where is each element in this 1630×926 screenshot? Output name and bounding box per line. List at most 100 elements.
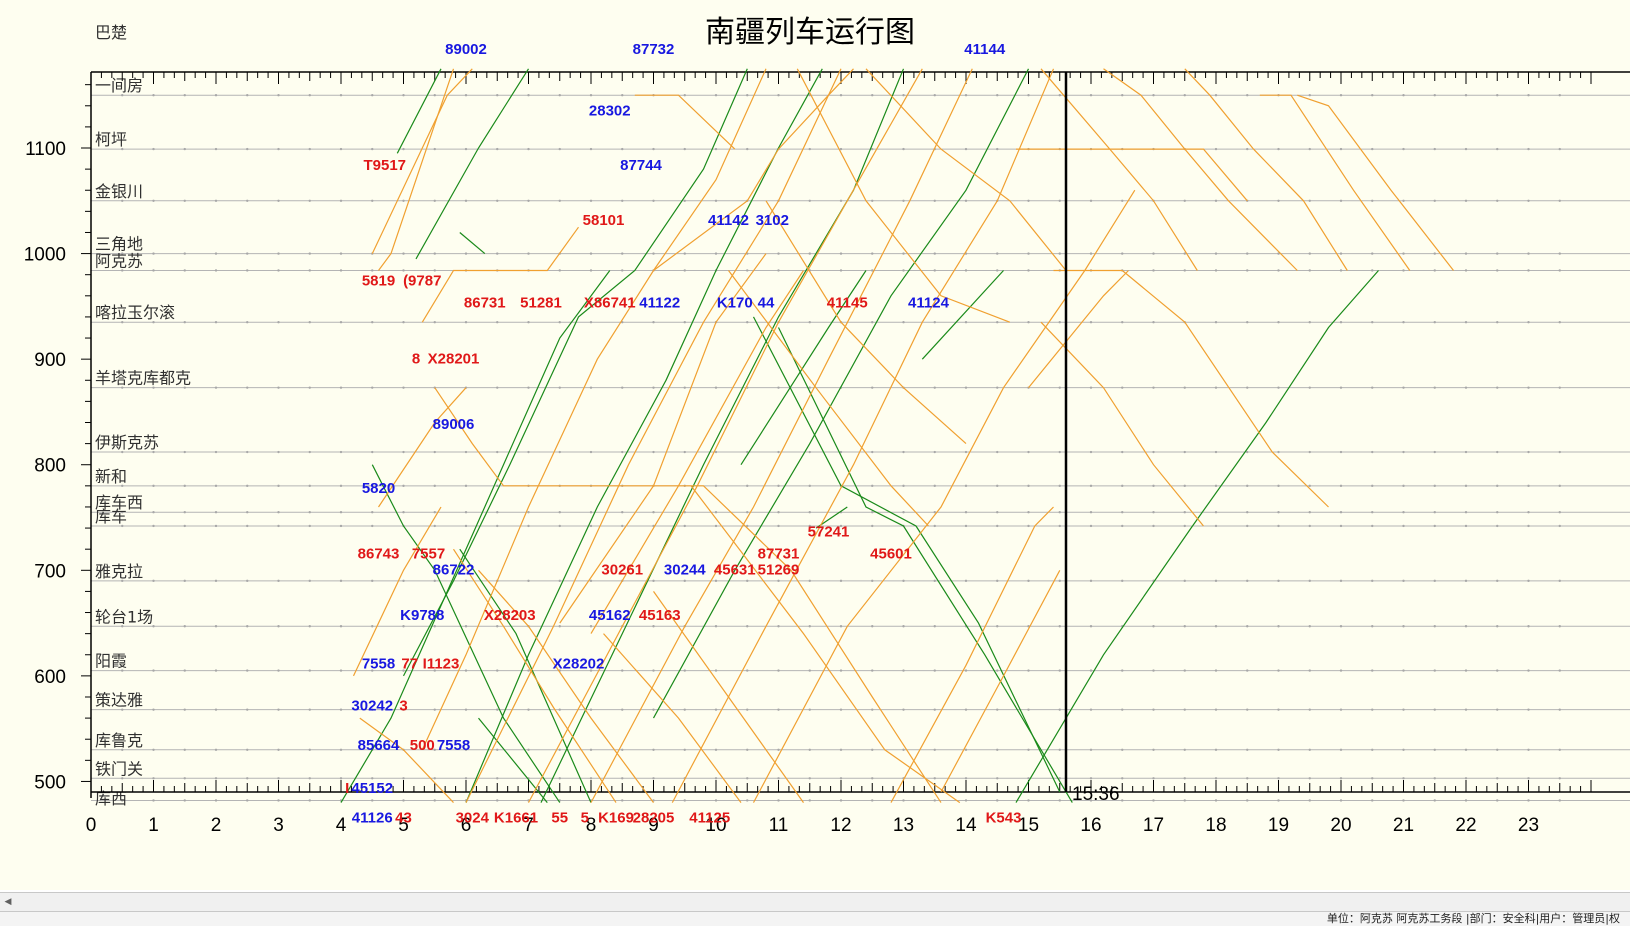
station-dot <box>1527 579 1530 583</box>
station-dot <box>746 777 749 780</box>
station-dot <box>402 321 405 324</box>
station-dot <box>1058 625 1061 628</box>
station-dot <box>558 450 561 454</box>
station-dot <box>558 625 561 628</box>
station-dot <box>1214 625 1218 628</box>
station-dot <box>1121 386 1124 389</box>
train-number-label: 86743 <box>358 546 400 563</box>
station-dot <box>496 450 499 454</box>
station-dot <box>589 669 593 672</box>
station-dot <box>1464 799 1468 802</box>
station-dot <box>183 321 186 324</box>
station-dot <box>339 708 343 711</box>
station-dot <box>464 579 468 583</box>
station-dot <box>871 94 874 97</box>
station-dot <box>1371 321 1374 324</box>
station-dot <box>1433 708 1436 711</box>
station-dot <box>246 799 249 802</box>
station-dot <box>464 708 468 711</box>
station-dot <box>1371 669 1374 672</box>
station-dot <box>277 511 280 514</box>
station-dot <box>339 321 343 324</box>
station-dot <box>1214 777 1218 780</box>
station-dot <box>496 252 499 255</box>
scroll-left-icon[interactable]: ◀ <box>4 897 12 907</box>
station-dot <box>183 484 186 488</box>
train-path <box>690 485 961 804</box>
station-dot <box>464 252 468 255</box>
station-dot <box>1214 799 1218 802</box>
station-dot <box>839 199 843 202</box>
station-dot <box>839 708 843 711</box>
station-dot <box>277 669 280 672</box>
station-dot <box>933 708 936 711</box>
station-label: 库车 <box>95 507 127 526</box>
station-dot <box>1433 748 1436 751</box>
station-dot <box>1152 450 1155 454</box>
station-dot <box>339 484 343 488</box>
station-dot <box>214 199 218 202</box>
train-number-label: 41126 <box>352 810 393 827</box>
station-dot <box>1058 777 1061 780</box>
station-dot <box>527 669 530 672</box>
station-dot <box>621 450 624 454</box>
station-dot <box>246 386 249 389</box>
station-dot <box>1058 579 1061 583</box>
station-dot <box>1058 524 1061 528</box>
station-dot <box>746 579 749 583</box>
station-dot <box>1277 450 1280 454</box>
station-dot <box>339 669 343 672</box>
station-dot <box>527 147 530 151</box>
station-dot <box>683 708 686 711</box>
station-dot <box>371 269 374 272</box>
station-dot <box>1558 625 1561 628</box>
station-dot <box>1214 748 1218 751</box>
station-dot <box>996 669 999 672</box>
station-dot <box>1339 799 1343 802</box>
station-dot <box>433 199 436 202</box>
station-dot <box>1183 748 1186 751</box>
train-path <box>1015 270 1379 803</box>
station-dot <box>777 799 780 802</box>
station-dot <box>1152 484 1155 488</box>
station-dot <box>1214 524 1218 528</box>
station-dot <box>183 94 186 97</box>
station-dot <box>1277 669 1280 672</box>
train-number-label: 7558 <box>437 737 470 754</box>
station-dot <box>683 579 686 583</box>
station-dot <box>214 269 218 272</box>
station-dot <box>214 94 218 97</box>
station-dot <box>933 484 936 488</box>
station-dot <box>996 484 999 488</box>
station-dot <box>1558 708 1561 711</box>
station-dot <box>1339 579 1343 583</box>
station-dot <box>964 199 968 202</box>
station-dot <box>183 799 186 802</box>
station-dot <box>964 269 968 272</box>
station-dot <box>621 669 624 672</box>
train-path <box>402 68 748 677</box>
station-dot <box>371 94 374 97</box>
train-number-label: K170 <box>717 294 753 311</box>
station-dot <box>1121 524 1124 528</box>
station-dot <box>1277 252 1280 255</box>
station-dot <box>433 777 436 780</box>
station-dot <box>652 625 655 628</box>
station-dot <box>1339 524 1343 528</box>
station-dot <box>933 199 936 202</box>
station-dot <box>1496 94 1499 97</box>
station-dot <box>1402 252 1405 255</box>
train-number-label: K9788 <box>400 607 444 624</box>
station-dot <box>1121 708 1124 711</box>
station-dot <box>371 484 374 488</box>
station-dot <box>777 524 780 528</box>
station-dot <box>496 524 499 528</box>
station-dot <box>996 147 999 151</box>
train-path <box>796 68 1011 323</box>
station-dot <box>589 625 593 628</box>
station-dot <box>121 579 124 583</box>
station-dot <box>1214 321 1218 324</box>
station-dot <box>1089 625 1093 628</box>
train-number-label: 51269 <box>758 562 800 579</box>
horizontal-scrollbar[interactable]: ◀ <box>0 892 1630 912</box>
